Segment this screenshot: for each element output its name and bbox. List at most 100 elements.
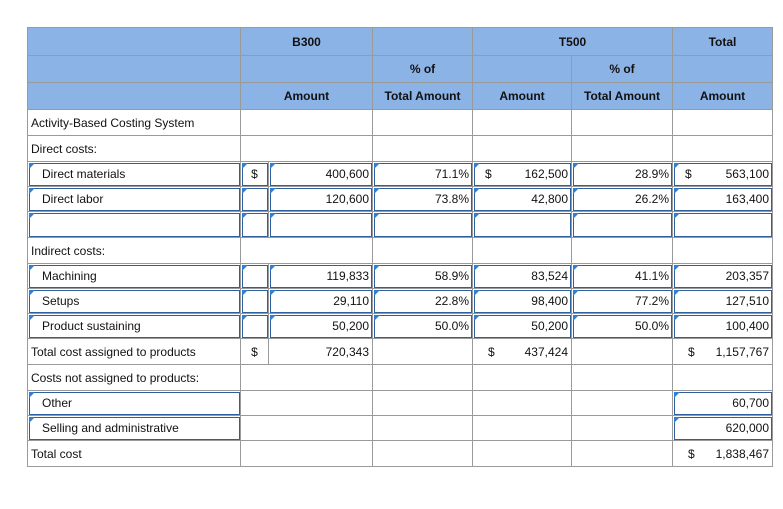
b300-amount-cell[interactable]	[268, 211, 373, 238]
header-t500-total-amount: Total Amount	[571, 82, 673, 110]
header-t500: T500	[472, 27, 673, 56]
table-row	[27, 211, 773, 238]
header-b300-total-amount: Total Amount	[372, 82, 473, 110]
total-amount-cell[interactable]: 620,000	[672, 415, 773, 441]
total-amount-cell[interactable]: 203,357	[672, 263, 773, 289]
total-amount-cell: $1,838,467	[672, 440, 773, 467]
t500-amount-cell[interactable]: 83,524	[472, 263, 572, 289]
total-amount-cell[interactable]: 163,400	[672, 186, 773, 212]
b300-dollar-cell[interactable]	[240, 313, 269, 339]
header-t500-amount: Amount	[472, 82, 572, 110]
t500-amount-cell[interactable]: 98,400	[472, 288, 572, 314]
total-dollar-sign: $	[685, 167, 692, 181]
row-label[interactable]: Machining	[27, 263, 241, 289]
header-blank	[27, 27, 241, 56]
row-label[interactable]: Selling and administrative	[27, 415, 241, 441]
total-amount-value: 1,838,467	[715, 446, 769, 461]
b300-dollar-cell[interactable]	[240, 288, 269, 314]
t500-pct-cell[interactable]: 50.0%	[571, 313, 673, 339]
b300-pct-cell[interactable]: 71.1%	[372, 161, 473, 187]
table-row: Machining 119,833 58.9% 83,524 41.1% 203…	[27, 263, 773, 289]
b300-dollar-sign: $	[240, 338, 269, 365]
b300-amount-cell[interactable]: 400,600	[268, 161, 373, 187]
abc-cost-table: B300 T500 Total % of % of Amount Total A…	[27, 27, 773, 467]
b300-dollar-cell[interactable]	[240, 263, 269, 289]
total-amount-value: 563,100	[725, 167, 769, 181]
b300-pct-cell[interactable]: 22.8%	[372, 288, 473, 314]
b300-dollar-sign[interactable]: $	[240, 161, 269, 187]
header-b300-amount: Amount	[240, 82, 373, 110]
header-row-2: % of % of	[27, 55, 773, 83]
total-amount-cell[interactable]: 127,510	[672, 288, 773, 314]
row-label: Direct costs:	[27, 135, 241, 162]
table-row: Costs not assigned to products:	[27, 364, 773, 391]
table-row: Total cost $1,838,467	[27, 440, 773, 467]
total-amount-cell: $1,157,767	[672, 338, 773, 365]
row-label[interactable]: Direct materials	[27, 161, 241, 187]
t500-pct-cell[interactable]: 41.1%	[571, 263, 673, 289]
t500-amount-value: 162,500	[524, 167, 568, 181]
row-label[interactable]: Direct labor	[27, 186, 241, 212]
t500-amount-cell[interactable]: 50,200	[472, 313, 572, 339]
t500-amount-cell: $437,424	[472, 338, 572, 365]
header-total-amount: Amount	[672, 82, 773, 110]
row-label[interactable]: Setups	[27, 288, 241, 314]
cost-table-container: B300 T500 Total % of % of Amount Total A…	[27, 27, 773, 467]
t500-pct-cell[interactable]	[571, 211, 673, 238]
b300-pct-cell[interactable]: 73.8%	[372, 186, 473, 212]
total-amount-value: 1,157,767	[715, 344, 769, 359]
t500-amount-cell[interactable]	[472, 211, 572, 238]
b300-pct-cell[interactable]	[372, 211, 473, 238]
total-amount-cell[interactable]	[672, 211, 773, 238]
header-blank	[672, 55, 773, 83]
b300-dollar-cell[interactable]	[240, 186, 269, 212]
table-row: Setups 29,110 22.8% 98,400 77.2% 127,510	[27, 288, 773, 314]
total-amount-cell[interactable]: 60,700	[672, 390, 773, 416]
row-label: Activity-Based Costing System	[27, 109, 241, 136]
b300-amount-cell[interactable]: 50,200	[268, 313, 373, 339]
t500-pct-cell	[571, 338, 673, 365]
t500-dollar-sign: $	[488, 344, 495, 359]
header-pct-of-t500: % of	[571, 55, 673, 83]
t500-amount-cell[interactable]: 42,800	[472, 186, 572, 212]
b300-pct-cell[interactable]: 58.9%	[372, 263, 473, 289]
header-blank	[27, 55, 241, 83]
b300-pct-cell[interactable]: 50.0%	[372, 313, 473, 339]
header-pct-of-b300: % of	[372, 55, 473, 83]
table-row: Direct costs:	[27, 135, 773, 162]
total-dollar-sign: $	[688, 344, 695, 359]
table-row: Direct labor 120,600 73.8% 42,800 26.2% …	[27, 186, 773, 212]
table-row: Total cost assigned to products $ 720,34…	[27, 338, 773, 365]
row-label[interactable]	[27, 211, 241, 238]
b300-amount-cell[interactable]: 120,600	[268, 186, 373, 212]
b300-amount-cell: 720,343	[268, 338, 373, 365]
total-amount-cell[interactable]: $563,100	[672, 161, 773, 187]
t500-amount-value: 437,424	[524, 344, 568, 359]
t500-pct-cell[interactable]: 28.9%	[571, 161, 673, 187]
header-blank	[27, 82, 241, 110]
header-blank	[472, 55, 572, 83]
t500-pct-cell[interactable]: 77.2%	[571, 288, 673, 314]
b300-dollar-cell[interactable]	[240, 211, 269, 238]
b300-amount-cell[interactable]: 119,833	[268, 263, 373, 289]
t500-pct-cell[interactable]: 26.2%	[571, 186, 673, 212]
row-label[interactable]: Product sustaining	[27, 313, 241, 339]
header-b300-pct-blank	[372, 27, 473, 56]
table-row: Activity-Based Costing System	[27, 109, 773, 136]
row-label[interactable]: Other	[27, 390, 241, 416]
table-row: Product sustaining 50,200 50.0% 50,200 5…	[27, 313, 773, 339]
total-dollar-sign: $	[688, 446, 695, 461]
t500-amount-cell[interactable]: $162,500	[472, 161, 572, 187]
header-row-3: Amount Total Amount Amount Total Amount …	[27, 82, 773, 110]
table-row: Other 60,700	[27, 390, 773, 416]
header-blank	[240, 55, 373, 83]
row-label: Indirect costs:	[27, 237, 241, 264]
b300-pct-cell	[372, 338, 473, 365]
t500-dollar-sign: $	[485, 167, 492, 181]
header-total: Total	[672, 27, 773, 56]
header-row-1: B300 T500 Total	[27, 27, 773, 56]
table-row: Direct materials $ 400,600 71.1% $162,50…	[27, 161, 773, 187]
row-label: Costs not assigned to products:	[27, 364, 241, 391]
total-amount-cell[interactable]: 100,400	[672, 313, 773, 339]
b300-amount-cell[interactable]: 29,110	[268, 288, 373, 314]
